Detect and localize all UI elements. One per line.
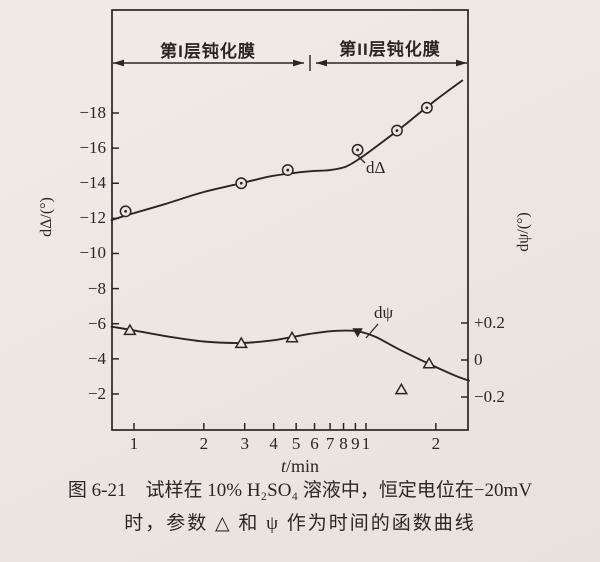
region2-left-arrowhead-icon: [316, 59, 327, 67]
curve-label-d-psi: dψ: [374, 303, 394, 322]
y-left-tick-label: −18: [79, 103, 106, 122]
region2-right-arrowhead-icon: [456, 59, 467, 67]
x-axis-unit: /min: [286, 456, 320, 476]
y-left-tick-label: −4: [87, 348, 106, 368]
x-tick-label: 8: [339, 434, 348, 453]
y-right-axis-title: dψ/(°): [515, 212, 532, 252]
d-psi-marker-triangle-down-icon: [352, 328, 363, 338]
x-tick-label: 5: [291, 434, 301, 453]
y-left-tick-label: −14: [79, 173, 106, 193]
d-psi-marker-triangle-up-icon: [285, 330, 299, 343]
caption-line-2: 时，参数 △ 和 ψ 作为时间的函数曲线: [124, 513, 476, 534]
region-label-passivation-layer-2: 第II层钝化膜: [339, 40, 441, 59]
region1-right-arrowhead-icon: [293, 59, 304, 67]
x-tick-label: 9: [351, 434, 360, 453]
d-delta-marker-dot-icon: [286, 168, 290, 172]
x-tick-label: 1: [361, 434, 371, 453]
x-tick-label: 1: [129, 434, 139, 453]
y-left-axis-title: dΔ/(°): [38, 197, 55, 237]
y-left-tick-label: −12: [79, 208, 106, 228]
figure-caption: 图 6-21 试样在 10% H₂SO₄ 溶液中，恒定电位在−20mV 时，参数…: [0, 474, 600, 540]
y-right-tick-label: +0.2: [474, 313, 505, 332]
x-tick-label: 6: [310, 434, 319, 453]
y-left-tick-label: −16: [79, 138, 106, 158]
d-psi-marker-triangle-up-icon: [234, 336, 248, 349]
curve-label-d-delta: dΔ: [366, 158, 386, 177]
region1-left-arrowhead-icon: [113, 59, 124, 67]
y-right-tick-label: −0.2: [474, 387, 505, 406]
x-tick-label: 3: [240, 434, 249, 453]
x-tick-label: 4: [269, 434, 278, 453]
d-psi-marker-triangle-up-icon: [422, 356, 436, 369]
caption-line-1: 图 6-21 试样在 10% H₂SO₄ 溶液中，恒定电位在−20mV: [67, 480, 533, 501]
d-psi-leader-line: [365, 323, 379, 339]
d-delta-marker-dot-icon: [395, 129, 399, 132]
d-delta-marker-dot-icon: [239, 181, 243, 185]
plot-frame: [111, 9, 469, 431]
x-tick-label: 2: [199, 434, 209, 453]
y-right-tick-label: 0: [474, 350, 483, 369]
x-axis-variable: t: [280, 456, 286, 476]
d-delta-marker-dot-icon: [425, 106, 429, 110]
d-delta-curve: [110, 79, 464, 222]
x-tick-label: 7: [325, 434, 335, 453]
d-delta-marker-dot-icon: [124, 209, 127, 213]
d-psi-marker-triangle-up-icon: [123, 323, 137, 336]
y-left-tick-label: −6: [87, 313, 106, 333]
y-left-tick-label: −8: [87, 278, 106, 298]
x-tick-label: 2: [431, 434, 441, 453]
x-axis-title: t/min: [240, 456, 360, 477]
d-delta-marker-dot-icon: [356, 148, 359, 152]
region-label-passivation-layer-1: 第I层钝化膜: [160, 42, 256, 61]
y-left-tick-label: −10: [79, 243, 106, 263]
d-psi-marker-triangle-up-icon: [394, 382, 409, 395]
d-psi-curve: [110, 325, 470, 382]
y-left-tick-label: −2: [87, 383, 106, 403]
